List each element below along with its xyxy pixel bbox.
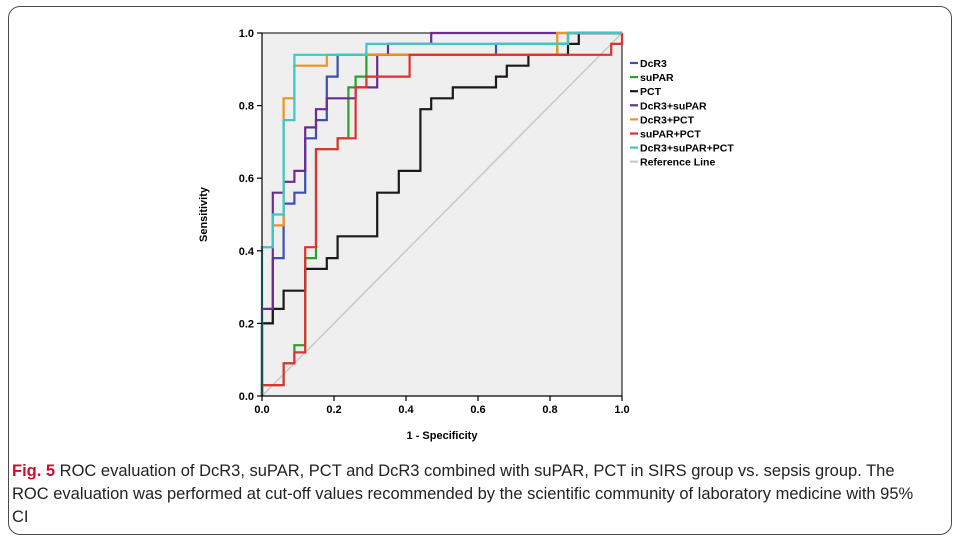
legend-entry: DcR3+suPAR+PCT (640, 143, 734, 155)
y-tick-label: 0.8 (239, 101, 254, 113)
roc-curve-dcr3 (260, 31, 622, 396)
legend-entry: PCT (640, 86, 662, 98)
x-tick-label: 0.4 (398, 404, 414, 416)
y-tick-label: 0.0 (239, 391, 254, 403)
legend-entry: DcR3+suPAR (640, 100, 707, 112)
y-axis-label: Sensitivity (198, 186, 210, 242)
x-tick-label: 0.0 (254, 404, 269, 416)
figure-label: Fig. 5 (12, 462, 56, 480)
roc-curve-pct (260, 31, 622, 396)
legend-entry: DcR3 (640, 58, 667, 70)
roc-curve-dcr3-supar-pct (260, 31, 622, 396)
y-tick-label: 0.2 (239, 318, 254, 330)
y-tick-label: 1.0 (239, 28, 254, 40)
legend-entry: DcR3+PCT (640, 114, 695, 126)
caption-text: ROC evaluation of DcR3, suPAR, PCT and D… (12, 462, 914, 526)
x-tick-label: 0.8 (542, 404, 557, 416)
legend-entry: suPAR (640, 72, 674, 84)
legend-entry: suPAR+PCT (640, 129, 701, 141)
legend-entry: Reference Line (640, 157, 715, 169)
roc-curve-supar-pct (260, 33, 624, 396)
x-tick-label: 0.6 (470, 404, 485, 416)
roc-chart: 0.0 0.2 0.4 0.6 0.8 1.0 0.0 0.2 0.4 0.6 0.8 1.0 1 … (198, 28, 734, 442)
x-axis: 0.0 0.2 0.4 0.6 0.8 1.0 (254, 395, 630, 416)
plot-area (260, 31, 624, 397)
y-tick-label: 0.6 (239, 173, 254, 185)
x-axis-label: 1 - Specificity (407, 430, 479, 442)
roc-curve-dcr3-supar (260, 31, 622, 396)
x-tick-label: 1.0 (614, 404, 629, 416)
roc-curve-reference-line (261, 32, 623, 397)
y-axis: 0.0 0.2 0.4 0.6 0.8 1.0 (239, 28, 263, 403)
y-tick-label: 0.4 (239, 246, 255, 258)
figure-caption: Fig. 5 ROC evaluation of DcR3, suPAR, PC… (12, 460, 932, 529)
legend: DcR3 suPAR PCT DcR3+suPAR DcR3+PCT suPAR+PCT D… (630, 58, 734, 169)
x-tick-label: 0.2 (326, 404, 341, 416)
